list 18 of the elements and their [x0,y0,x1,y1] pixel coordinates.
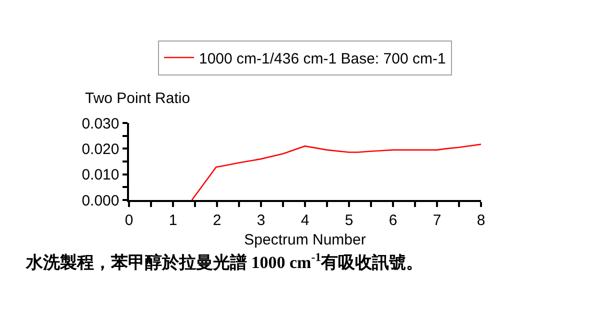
line-series [191,144,481,200]
y-tick-label: 0.010 [82,166,120,184]
y-axis-title: Two Point Ratio [85,90,190,107]
x-tick-label: 1 [168,212,178,229]
x-tick-label: 8 [476,212,486,229]
x-axis-title: Spectrum Number [244,231,366,248]
x-tick-label: 3 [256,212,266,229]
text: 水洗製程，苯甲醇於拉曼光譜 1000 cm$^{-1}$有吸收訊號。 [25,250,424,272]
x-tick-label: 4 [300,212,310,229]
x-tick-label: 2 [212,212,222,229]
y-tick-label: 0.000 [82,192,120,210]
x-tick-label: 7 [432,212,442,229]
x-tick-label: 6 [388,212,398,229]
legend-label: 1000 cm-1/436 cm-1 Base: 700 cm-1 [199,50,446,68]
y-tick-label: 0.020 [82,140,120,158]
x-tick-label: 5 [344,212,354,229]
y-tick-label: 0.030 [82,115,120,132]
x-tick-label: 0 [124,212,134,229]
